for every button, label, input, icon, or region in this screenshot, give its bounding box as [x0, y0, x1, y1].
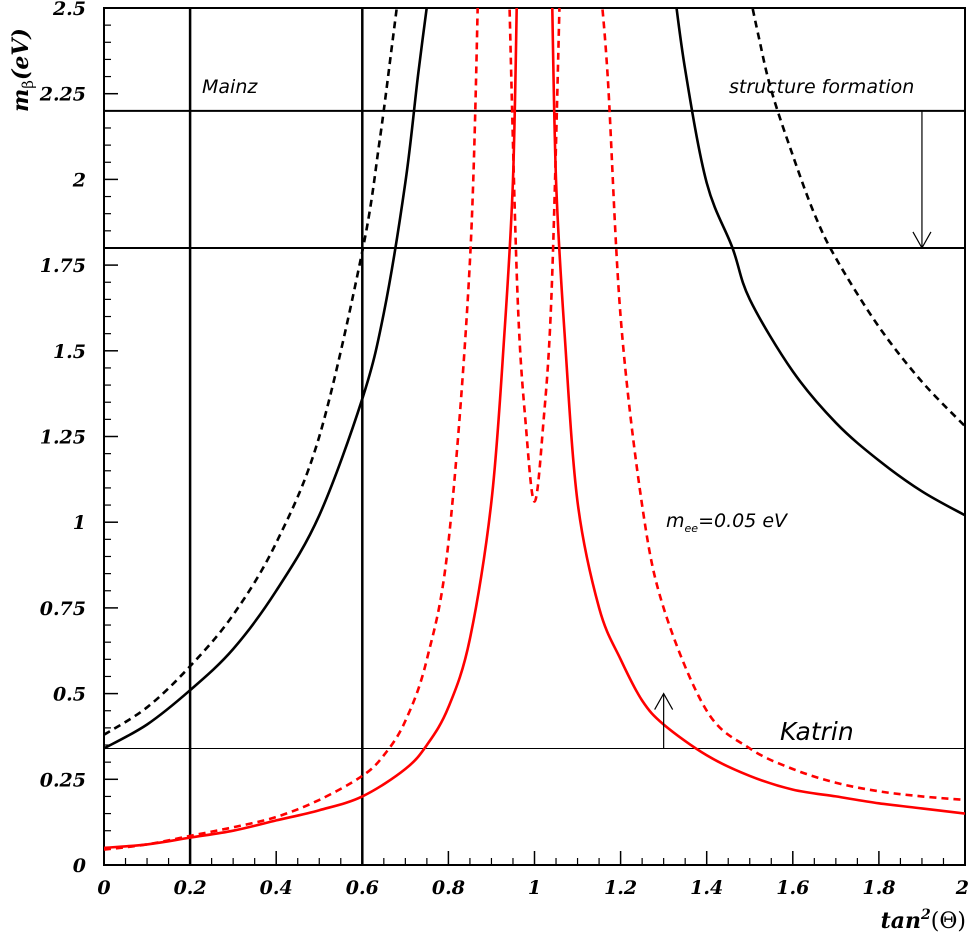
curves: [104, 8, 965, 851]
annotation-katrin: Katrin: [780, 717, 854, 746]
y-tick-labels: 0 0.25 0.5 0.75 1 1.25 1.5 1.75 2 2.25 2.5: [39, 0, 86, 877]
x-tick-label: 0.2: [174, 877, 207, 899]
y-tick-label: 2: [72, 169, 86, 191]
y-tick-label: 1: [73, 512, 86, 534]
black-dashed-curve: [751, 8, 965, 428]
x-axis-title-main: tan: [881, 908, 921, 934]
mee-subscript: ee: [685, 522, 699, 535]
y-axis-title: mβ(eV): [8, 28, 37, 112]
x-tick-label: 0.6: [346, 877, 379, 899]
x-tick-label: 2: [955, 877, 969, 899]
black-solid-curve: [675, 8, 965, 517]
annotation-mainz: Mainz: [202, 76, 258, 98]
y-tick-label: 2.25: [39, 84, 86, 106]
x-tick-label: 0: [97, 877, 110, 899]
red-solid-curve: [104, 8, 518, 850]
y-tick-label: 0.75: [40, 598, 86, 620]
y-axis-title-sub: β: [19, 80, 37, 89]
x-tick-label: 1: [528, 877, 541, 899]
red-dashed-curve: [508, 8, 561, 503]
annotation-structure-formation: structure formation: [729, 76, 914, 98]
red-solid-curve: [551, 8, 965, 815]
red-dashed-curve: [601, 8, 965, 802]
x-axis-title-sup: 2: [920, 907, 931, 923]
x-tick-label: 0.4: [260, 877, 293, 899]
mee-value: =0.05 eV: [698, 510, 789, 532]
x-tick-label: 1.4: [690, 877, 723, 899]
x-tick-label: 1.6: [776, 877, 809, 899]
x-tick-label: 1.8: [862, 877, 895, 899]
x-tick-label: 0.8: [432, 877, 465, 899]
y-tick-label: 0: [73, 855, 86, 877]
black-dashed-curve: [104, 8, 399, 736]
x-tick-label: 1.2: [604, 877, 637, 899]
black-solid-curve: [104, 8, 428, 750]
arrow-head: [654, 692, 674, 710]
arrows: [654, 110, 932, 749]
x-axis-title-arg: (Θ): [931, 909, 966, 934]
y-tick-label: 0.25: [40, 769, 86, 791]
y-tick-label: 1.75: [40, 255, 86, 277]
y-tick-label: 1.5: [53, 341, 86, 363]
y-tick-label: 0.5: [53, 684, 86, 706]
y-axis-title-symbol: m: [8, 89, 34, 112]
y-tick-label: 1.25: [40, 427, 86, 449]
x-axis-title: tan2(Θ): [881, 907, 966, 934]
reference-lines: [104, 8, 965, 865]
mee-symbol: m: [666, 510, 685, 532]
x-tick-labels: 0 0.2 0.4 0.6 0.8 1 1.2 1.4 1.6 1.8 2: [97, 877, 969, 899]
y-axis-title-unit: (eV): [8, 28, 34, 80]
y-tick-label: 2.5: [52, 0, 86, 20]
arrow-head: [912, 231, 932, 250]
red-dashed-curve: [104, 8, 479, 851]
annotation-mee: mee=0.05 eV: [666, 510, 789, 535]
